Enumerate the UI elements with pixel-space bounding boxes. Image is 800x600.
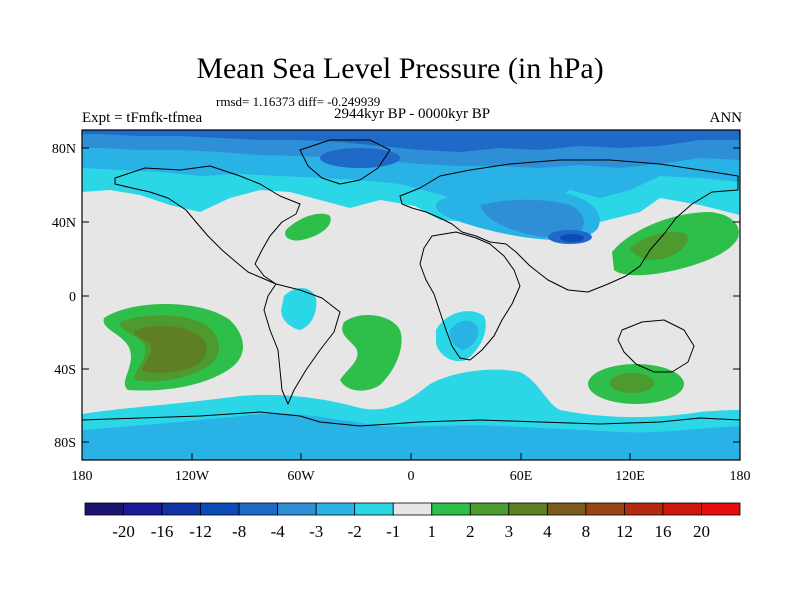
south-africa-low-mid bbox=[449, 320, 479, 350]
lat-ticks bbox=[82, 147, 740, 443]
lon-label-60e: 60E bbox=[510, 469, 533, 484]
lon-label-120w: 120W bbox=[175, 469, 210, 484]
colorbar-swatch bbox=[354, 502, 394, 516]
colorbar-label: -8 bbox=[232, 522, 246, 541]
atlantic-south-high bbox=[340, 315, 402, 391]
lat-label-80s: 80S bbox=[54, 436, 76, 451]
lat-label-80n: 80N bbox=[52, 142, 76, 157]
colorbar-label: -20 bbox=[112, 522, 135, 541]
colorbar-label: 20 bbox=[693, 522, 710, 541]
eurasia-coast bbox=[399, 159, 739, 293]
season-label: ANN bbox=[709, 110, 743, 126]
colorbar-swatch bbox=[277, 502, 317, 516]
lat-labels: 80N 40N 0 40S 80S bbox=[52, 142, 76, 451]
colorbar-swatch bbox=[701, 502, 741, 516]
chart-title: Mean Sea Level Pressure (in hPa) bbox=[196, 52, 604, 85]
colorbar-label: 1 bbox=[428, 522, 437, 541]
lon-label-180e: 180 bbox=[730, 469, 751, 484]
colorbar-label: 4 bbox=[543, 522, 552, 541]
australia-coast bbox=[617, 319, 695, 373]
colorbar-swatch bbox=[624, 502, 664, 516]
colorbar: -20 -16 -12 -8 -4 -3 -2 -1 1 2 3 4 8 12 16 20 bbox=[84, 502, 741, 541]
colorbar-swatch bbox=[662, 502, 702, 516]
period-label: 2944kyr BP - 0000kyr BP bbox=[333, 106, 491, 122]
coastlines bbox=[82, 139, 740, 427]
atlantic-north-high bbox=[285, 213, 331, 241]
lon-label-120e: 120E bbox=[615, 469, 645, 484]
colorbar-label: -3 bbox=[309, 522, 323, 541]
north-deep-anomaly bbox=[82, 130, 740, 152]
south-america-coast bbox=[263, 283, 341, 405]
pacific-high-core bbox=[134, 325, 207, 373]
lat-label-40s: 40S bbox=[54, 363, 76, 378]
southern-ocean-mid bbox=[82, 413, 740, 460]
lon-label-60w: 60W bbox=[287, 469, 315, 484]
asia-low-2 bbox=[480, 199, 584, 238]
colorbar-swatch bbox=[238, 502, 279, 516]
experiment-label: Expt = tFmfk-tfmea bbox=[82, 110, 203, 126]
colorbar-swatch bbox=[84, 502, 124, 516]
africa-coast bbox=[419, 231, 521, 361]
pacific-north-high-mid bbox=[630, 231, 688, 260]
antarctica-coast bbox=[82, 411, 740, 427]
colorbar-swatch bbox=[469, 502, 510, 516]
colorbar-swatch bbox=[315, 502, 356, 516]
colorbar-label: -4 bbox=[271, 522, 286, 541]
colorbar-label: 16 bbox=[654, 522, 671, 541]
tibet-low-4 bbox=[560, 234, 584, 242]
lon-ticks bbox=[81, 453, 741, 460]
map-field bbox=[82, 130, 740, 460]
colorbar-swatch bbox=[431, 502, 471, 516]
colorbar-label: 2 bbox=[466, 522, 475, 541]
colorbar-swatch bbox=[123, 502, 163, 516]
colorbar-swatch bbox=[546, 502, 587, 516]
greenland-low bbox=[320, 148, 400, 168]
lon-label-0: 0 bbox=[408, 469, 415, 484]
greenland-coast bbox=[299, 139, 391, 185]
lat-label-0: 0 bbox=[69, 290, 76, 305]
colorbar-label: -2 bbox=[348, 522, 362, 541]
stats-line: rmsd= 1.16373 diff= -0.249939 bbox=[216, 94, 381, 109]
colorbar-swatch bbox=[200, 502, 240, 516]
colorbar-swatch bbox=[585, 502, 625, 516]
colorbar-label: -12 bbox=[189, 522, 212, 541]
colorbar-label: -1 bbox=[386, 522, 400, 541]
colorbar-label: 12 bbox=[616, 522, 633, 541]
colorbar-label: -16 bbox=[151, 522, 174, 541]
colorbar-swatch bbox=[161, 502, 201, 516]
indian-south-high-mid bbox=[610, 373, 654, 393]
north-america-coast bbox=[114, 165, 301, 285]
lat-label-40n: 40N bbox=[52, 216, 76, 231]
colorbar-swatch bbox=[508, 502, 548, 516]
colorbar-label: 8 bbox=[582, 522, 591, 541]
colorbar-label: 3 bbox=[505, 522, 514, 541]
lon-label-180w: 180 bbox=[72, 469, 93, 484]
lon-labels: 180 120W 60W 0 60E 120E 180 bbox=[72, 469, 751, 484]
south-america-low bbox=[281, 287, 317, 330]
colorbar-swatch bbox=[392, 502, 433, 516]
